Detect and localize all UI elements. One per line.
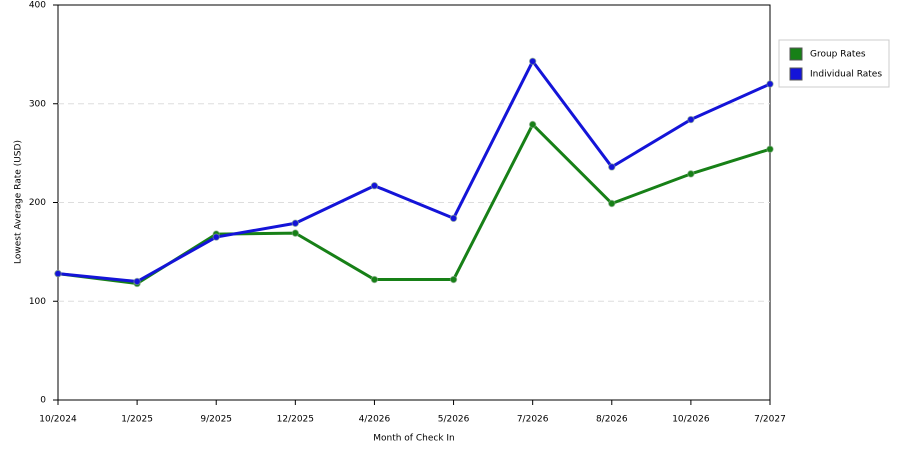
y-tick-label: 300	[29, 99, 46, 109]
y-tick-label: 200	[29, 198, 46, 208]
x-tick-label: 10/2024	[39, 415, 77, 425]
data-point	[370, 275, 379, 284]
data-point	[54, 269, 62, 278]
data-point	[608, 199, 616, 208]
data-point	[687, 115, 695, 124]
legend-swatch	[789, 47, 803, 61]
x-tick-label: 7/2027	[754, 415, 786, 425]
x-tick-label: 7/2026	[517, 415, 549, 425]
data-point	[608, 163, 616, 171]
data-point	[766, 80, 774, 88]
data-point	[212, 233, 220, 241]
data-point	[449, 214, 458, 223]
data-point	[687, 170, 695, 178]
legend-label: Individual Rates	[810, 70, 882, 80]
data-point	[133, 277, 141, 286]
x-tick-label: 1/2025	[121, 415, 153, 425]
data-point	[528, 57, 537, 65]
data-point	[449, 275, 458, 284]
legend-label: Group Rates	[810, 50, 866, 60]
data-point	[370, 182, 379, 190]
series-line	[57, 59, 771, 283]
x-tick-label: 5/2026	[438, 415, 470, 425]
x-tick-label: 8/2026	[596, 415, 628, 425]
y-tick-label: 400	[29, 1, 46, 11]
data-point	[291, 219, 300, 227]
data-point	[291, 229, 300, 237]
legend-swatch	[789, 67, 803, 81]
x-tick-label: 10/2026	[672, 415, 710, 425]
x-tick-label: 9/2025	[200, 415, 232, 425]
x-tick-label: 4/2026	[359, 415, 391, 425]
y-tick-label: 100	[29, 297, 46, 307]
data-point	[766, 145, 774, 153]
y-tick-label: 0	[40, 396, 46, 406]
x-tick-label: 12/2025	[277, 415, 314, 425]
y-axis-title: Lowest Average Rate (USD)	[14, 140, 24, 264]
data-point	[528, 120, 537, 129]
x-axis-title: Month of Check In	[373, 434, 455, 444]
